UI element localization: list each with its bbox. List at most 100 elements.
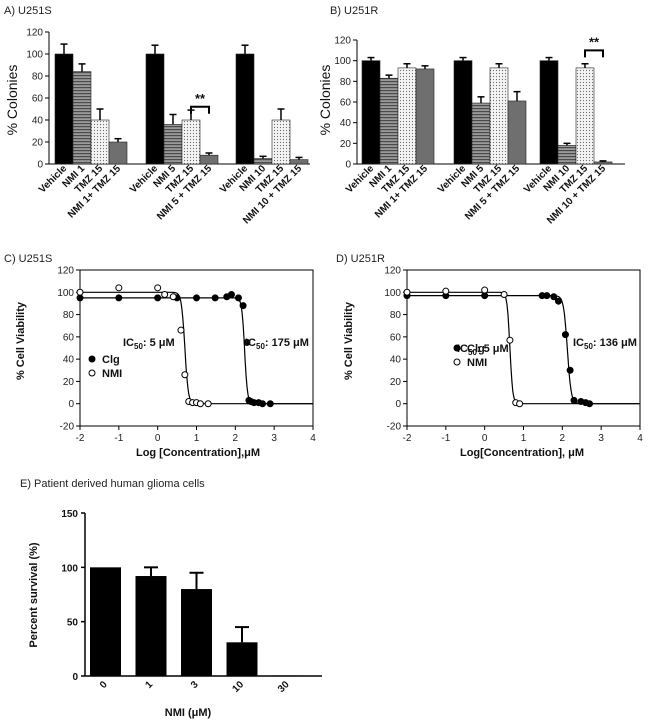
y-tick-label: 120 (26, 28, 43, 39)
panel-b: B) U251R % Colonies 020406080100120Vehic… (317, 5, 625, 226)
y-tick-label: 80 (340, 77, 352, 88)
y-tick-label: 100 (26, 50, 43, 61)
significance-bracket (584, 49, 604, 58)
bar (361, 60, 381, 165)
x-tick-label: 10 (230, 679, 246, 695)
bar (181, 589, 212, 676)
y-tick-label: 20 (63, 377, 75, 388)
bar (199, 154, 219, 165)
y-tick-label: -20 (387, 422, 402, 433)
y-tick-label: 20 (32, 138, 44, 149)
data-point (239, 302, 247, 310)
data-point (76, 288, 84, 296)
bar (90, 567, 121, 676)
bar (54, 53, 74, 165)
legend-label: Clg (102, 354, 120, 366)
bar (163, 124, 183, 165)
bar (72, 71, 92, 165)
bar (90, 119, 110, 165)
bar (272, 675, 303, 676)
y-tick-label: 20 (340, 139, 352, 150)
legend-marker (88, 355, 96, 363)
data-point (234, 294, 242, 302)
bar (253, 158, 273, 165)
data-point (554, 297, 562, 305)
panel-e: E) Patient derived human glioma cells Pe… (20, 478, 322, 719)
data-point (161, 291, 169, 299)
x-tick-label: 0 (155, 433, 161, 444)
bar (145, 53, 165, 165)
bar (235, 53, 255, 165)
data-point (550, 293, 558, 301)
data-point (115, 294, 123, 302)
x-tick-label: 1 (521, 433, 527, 444)
panel-c-xlabel: Log [Concentration],μM (136, 447, 260, 459)
x-tick-label: -1 (441, 433, 450, 444)
panel-a-ylabel: % Colonies (4, 65, 20, 136)
panel-e-ylabel: Percent survival (%) (28, 542, 40, 647)
data-point (169, 293, 177, 301)
x-tick-label: 3 (598, 433, 604, 444)
x-tick-label: 0 (98, 679, 110, 691)
data-point (177, 326, 185, 334)
bar (471, 102, 491, 165)
panel-c-title: C) U251S (4, 253, 52, 265)
panel-c-plot: -20 0 20 40 60 80 100 120 -2 -1 0 1 2 3 4 IC50: 5 μM IC5… (57, 266, 316, 445)
x-tick-label: -2 (76, 433, 85, 444)
y-tick-label: 60 (63, 332, 75, 343)
bar (135, 576, 167, 676)
y-tick-label: 40 (340, 118, 352, 129)
y-tick-label: 20 (390, 377, 402, 388)
data-point (506, 336, 514, 344)
legend-label: NMI (102, 368, 122, 380)
x-tick-label: 4 (637, 433, 643, 444)
bar (557, 145, 577, 165)
data-point (211, 294, 219, 302)
y-tick-label: 120 (384, 266, 401, 277)
bar (226, 642, 258, 676)
bar (271, 119, 291, 165)
data-point (516, 400, 524, 408)
significance-bracket (190, 105, 210, 114)
x-tick-label: 2 (233, 433, 239, 444)
data-point (543, 292, 551, 300)
bar (108, 141, 128, 165)
legend-marker (88, 369, 96, 377)
y-tick-label: 150 (61, 509, 78, 520)
x-tick-label: 4 (310, 433, 316, 444)
data-point (115, 284, 123, 292)
y-tick-label: 40 (32, 116, 44, 127)
ic50-label: IC50: 5 μM (123, 337, 175, 351)
fit-curve (80, 297, 313, 405)
y-tick-label: 120 (334, 36, 351, 47)
data-point (243, 338, 251, 346)
panel-d-xlabel: Log[Concentration], μM (460, 447, 584, 459)
significance-label: ** (589, 34, 600, 49)
data-point (403, 288, 411, 296)
y-tick-label: 120 (57, 266, 74, 277)
bar (181, 119, 201, 165)
y-tick-label: 0 (72, 672, 78, 683)
data-point (481, 286, 489, 294)
bar (289, 159, 309, 165)
fit-curve (407, 295, 640, 405)
y-tick-label: 50 (67, 618, 79, 629)
x-tick-label: 0 (482, 433, 488, 444)
y-tick-label: 0 (395, 399, 401, 410)
data-point (181, 371, 189, 379)
bar (415, 68, 435, 165)
y-tick-label: 80 (390, 310, 402, 321)
panel-d-ylabel: % Cell Viability (343, 301, 355, 380)
bar (575, 67, 595, 165)
y-tick-label: 40 (63, 355, 75, 366)
bar (453, 60, 473, 165)
data-point (570, 396, 578, 404)
y-tick-label: 80 (63, 310, 75, 321)
data-point (442, 287, 450, 295)
x-tick-label: 2 (560, 433, 566, 444)
ic50-label: IC50: 136 μM (573, 337, 637, 351)
panel-e-plot: 0 50 100 150 0 1 3 10 30 (61, 509, 322, 695)
